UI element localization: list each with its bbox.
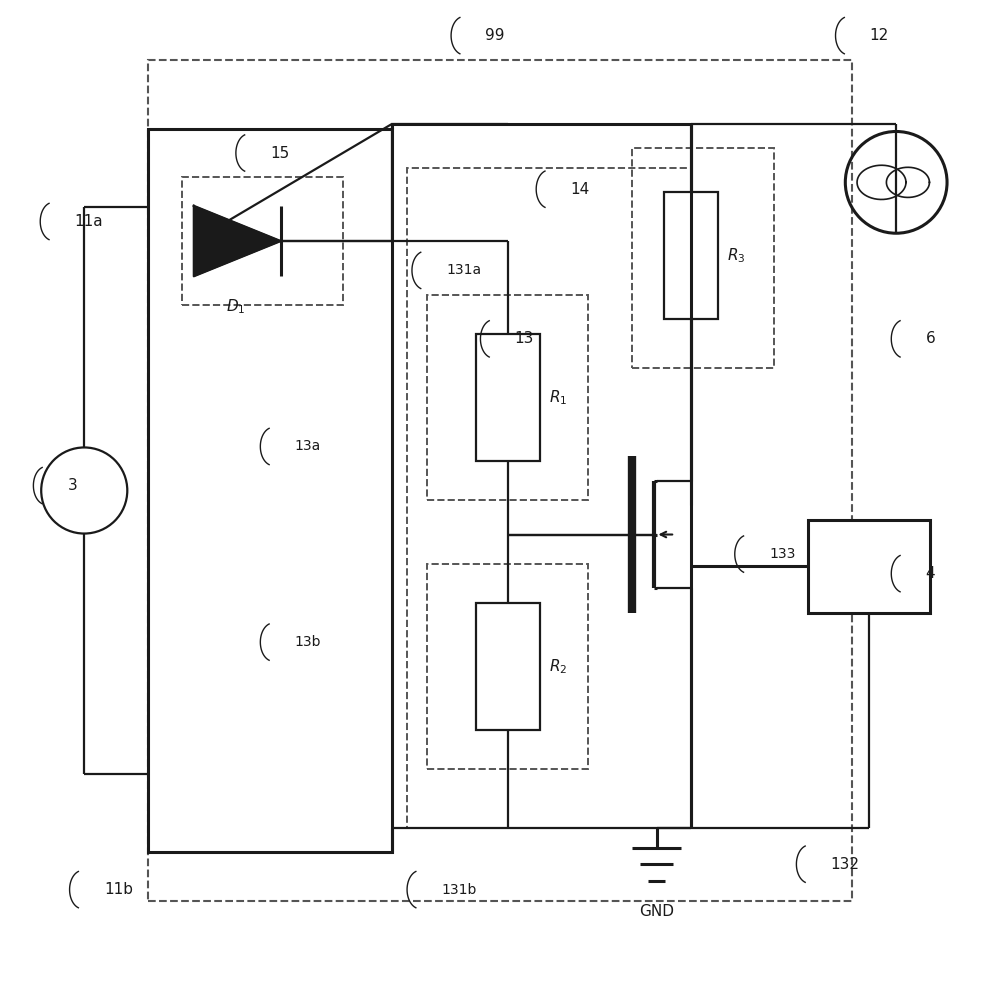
Text: 133: 133 (769, 547, 795, 561)
Text: 11b: 11b (104, 882, 133, 897)
Text: 132: 132 (831, 856, 860, 872)
Text: 4: 4 (926, 566, 935, 581)
Text: 131a: 131a (446, 264, 481, 278)
Text: 131b: 131b (441, 883, 477, 897)
Text: 13a: 13a (295, 439, 321, 453)
Bar (148, 60, 852, 902)
Bar (148, 129, 392, 852)
Text: 14: 14 (570, 181, 590, 197)
Bar (808, 520, 930, 613)
Text: 3: 3 (68, 478, 77, 493)
Bar (476, 334, 540, 461)
Bar (664, 192, 718, 319)
Bar (427, 564, 588, 769)
Text: 11a: 11a (74, 214, 103, 229)
Text: 99: 99 (485, 28, 505, 43)
Text: 13b: 13b (295, 635, 321, 649)
Bar (632, 148, 774, 368)
Bar (407, 168, 691, 828)
Text: 13: 13 (515, 332, 534, 346)
Text: $R_3$: $R_3$ (727, 246, 746, 265)
Bar (476, 603, 540, 730)
Text: 15: 15 (270, 145, 289, 161)
Text: 12: 12 (870, 28, 889, 43)
Bar (182, 178, 343, 305)
Polygon shape (194, 206, 281, 277)
Text: $R_1$: $R_1$ (549, 388, 568, 407)
Text: 6: 6 (926, 332, 935, 346)
Text: $R_2$: $R_2$ (549, 657, 568, 676)
Bar (427, 295, 588, 500)
Text: GND: GND (639, 904, 674, 918)
Text: $D_1$: $D_1$ (226, 298, 246, 317)
